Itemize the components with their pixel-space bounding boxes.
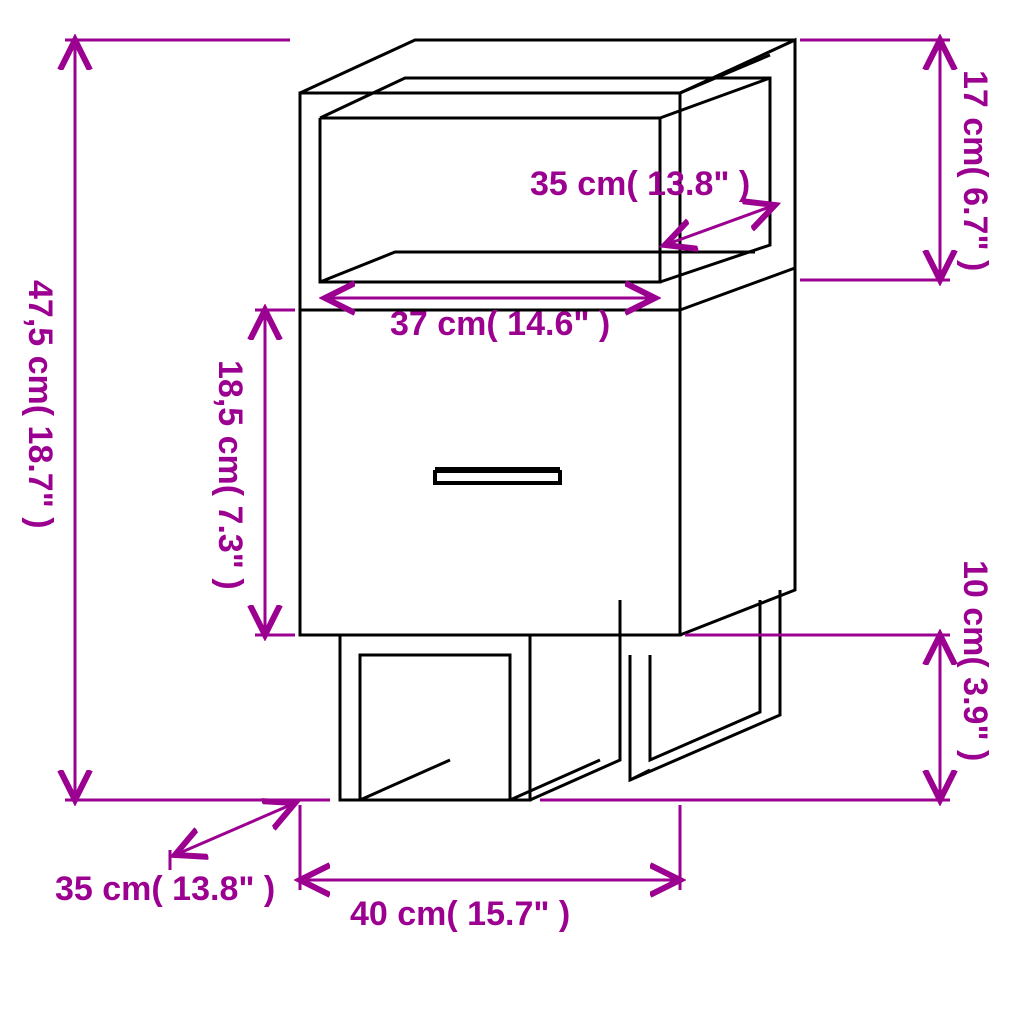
width-label: 40 cm( 15.7" )	[350, 895, 570, 934]
shelf-height-label: 17 cm( 6.7" )	[955, 70, 994, 271]
inner-depth-label: 35 cm( 13.8" )	[530, 165, 750, 204]
depth-label: 35 cm( 13.8" )	[55, 870, 275, 909]
leg-height-label: 10 cm( 3.9" )	[955, 560, 994, 761]
drawer-height-label: 18,5 cm( 7.3" )	[210, 360, 249, 590]
inner-width-label: 37 cm( 14.6" )	[390, 305, 610, 344]
total-height-label: 47,5 cm( 18.7" )	[20, 280, 59, 529]
cabinet-outline	[300, 40, 795, 800]
